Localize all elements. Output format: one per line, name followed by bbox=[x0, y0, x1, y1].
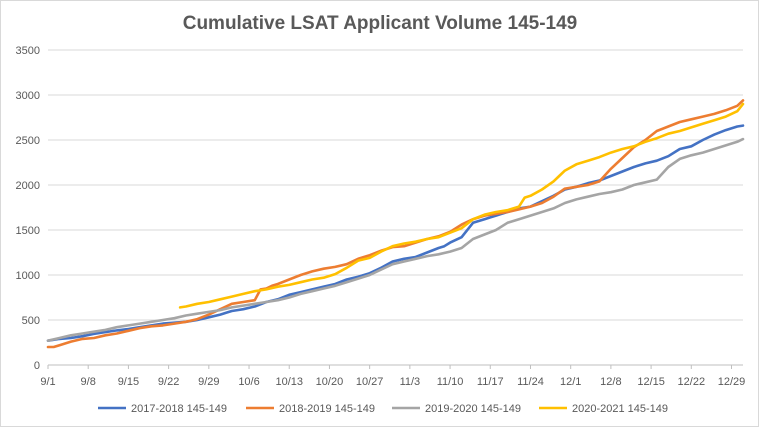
x-tick-label: 12/8 bbox=[600, 376, 621, 388]
y-tick-label: 2000 bbox=[16, 180, 40, 192]
y-tick-label: 3000 bbox=[16, 90, 40, 102]
legend-label: 2017-2018 145-149 bbox=[131, 403, 227, 415]
x-tick-label: 12/29 bbox=[718, 376, 746, 388]
x-tick-label: 10/27 bbox=[356, 376, 384, 388]
x-tick-label: 11/24 bbox=[517, 376, 544, 388]
x-tick-label: 11/17 bbox=[477, 376, 504, 388]
legend-label: 2020-2021 145-149 bbox=[572, 403, 668, 415]
x-tick-label: 9/1 bbox=[40, 376, 55, 388]
series-line-4 bbox=[178, 102, 745, 309]
y-axis-tick-labels: 0 500 1000 1500 2000 2500 3000 3500 bbox=[16, 45, 40, 372]
x-tick-label: 12/1 bbox=[560, 376, 581, 388]
chart-title: Cumulative LSAT Applicant Volume 145-149 bbox=[183, 13, 578, 34]
x-tick-label: 10/20 bbox=[316, 376, 344, 388]
x-tick-label: 10/13 bbox=[275, 376, 303, 388]
x-tick-label: 12/15 bbox=[637, 376, 665, 388]
y-tick-label: 0 bbox=[34, 360, 40, 372]
y-tick-label: 2500 bbox=[16, 135, 40, 147]
series-line-1 bbox=[46, 124, 745, 343]
series-line-3 bbox=[46, 137, 745, 343]
x-tick-label: 11/10 bbox=[437, 376, 464, 388]
legend-label: 2018-2019 145-149 bbox=[279, 403, 375, 415]
series-line-2 bbox=[46, 99, 745, 349]
series-lines bbox=[46, 99, 745, 349]
y-tick-label: 3500 bbox=[16, 45, 40, 57]
x-axis-tick-labels: 9/1 9/8 9/15 9/22 9/29 10/6 10/13 10/20 10/27 11/… bbox=[40, 365, 745, 388]
x-tick-label: 10/6 bbox=[238, 376, 259, 388]
legend-label: 2019-2020 145-149 bbox=[425, 403, 521, 415]
x-tick-label: 12/22 bbox=[678, 376, 706, 388]
y-tick-label: 1000 bbox=[16, 270, 40, 282]
x-tick-label: 9/15 bbox=[118, 376, 139, 388]
x-tick-label: 11/3 bbox=[400, 376, 421, 388]
y-tick-label: 500 bbox=[22, 315, 40, 327]
x-tick-label: 9/8 bbox=[81, 376, 96, 388]
x-tick-label: 9/22 bbox=[158, 376, 179, 388]
gridlines bbox=[48, 49, 743, 366]
y-tick-label: 1500 bbox=[16, 225, 40, 237]
legend: 2017-2018 145-149 2018-2019 145-149 2019-2… bbox=[98, 403, 668, 415]
x-tick-label: 9/29 bbox=[198, 376, 219, 388]
